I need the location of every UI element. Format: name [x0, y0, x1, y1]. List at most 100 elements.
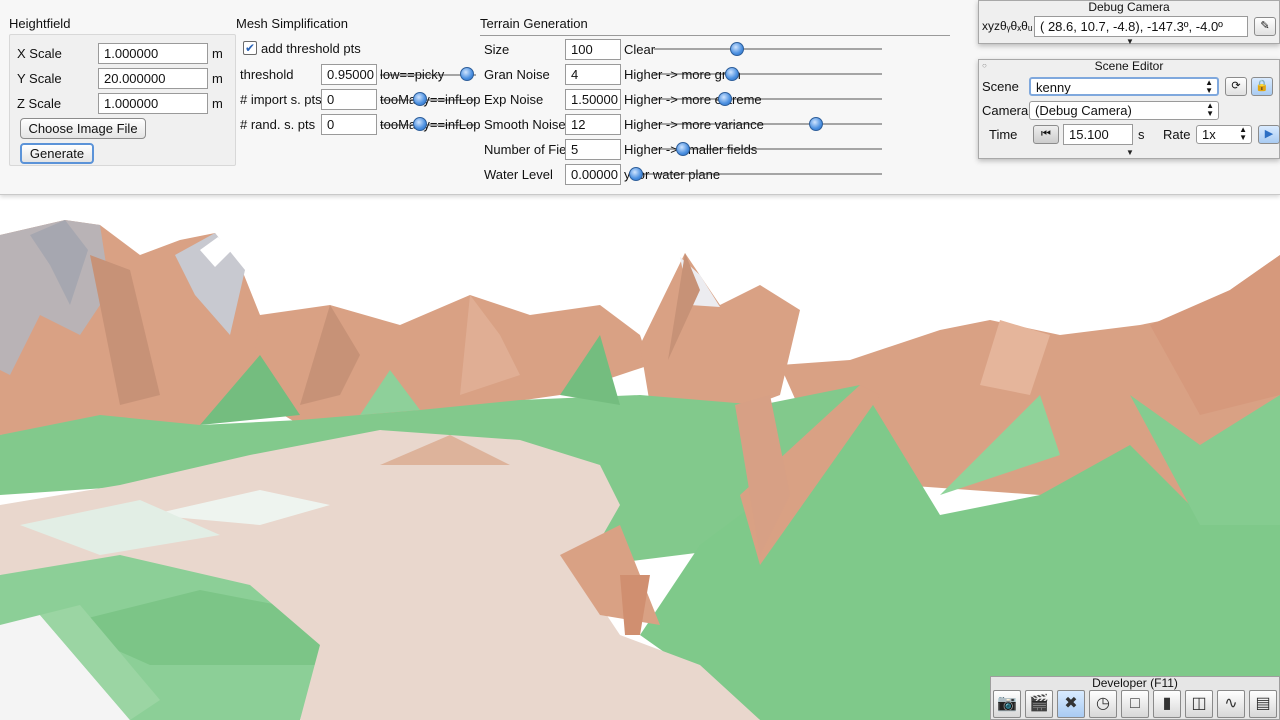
select-arrows-icon: ▲ ▼	[1239, 125, 1247, 142]
copy-icon: ✎	[1260, 20, 1270, 32]
window-grip-icon[interactable]: ○	[982, 61, 987, 70]
document-icon[interactable]: ▤	[1249, 690, 1277, 718]
size-input[interactable]: 100	[565, 39, 621, 60]
terrain-render	[0, 195, 1280, 720]
smooth-noise-hint: Higher -> more variance	[624, 117, 764, 132]
exp-noise-slider-track[interactable]	[654, 98, 882, 100]
generate-button[interactable]: Generate	[20, 143, 94, 164]
mesh-simplification-title: Mesh Simplification	[236, 16, 348, 31]
import-pts-slider-track[interactable]	[380, 99, 476, 101]
threshold-input[interactable]: 0.95000	[321, 64, 377, 85]
x-scale-unit: m	[212, 46, 223, 61]
number-of-fields-label: Number of Fields	[484, 142, 583, 157]
clapper-icon[interactable]: 🎬	[1025, 690, 1053, 718]
scene-select-value: kenny	[1036, 80, 1071, 95]
y-scale-label: Y Scale	[17, 71, 62, 86]
number-of-fields-slider-knob[interactable]	[676, 142, 690, 156]
time-input[interactable]: 15.100	[1063, 124, 1133, 145]
import-pts-label: # import s. pts	[240, 92, 322, 107]
smooth-noise-slider-knob[interactable]	[809, 117, 823, 131]
x-scale-label: X Scale	[17, 46, 62, 61]
developer-title: Developer (F11)	[1092, 676, 1178, 690]
smooth-noise-slider-track[interactable]	[654, 123, 882, 125]
z-scale-unit: m	[212, 96, 223, 111]
rate-select-value: 1x	[1202, 127, 1216, 142]
choose-image-file-button[interactable]: Choose Image File	[20, 118, 146, 139]
select-arrows-icon: ▲ ▼	[1206, 101, 1214, 118]
camera-label: Camera	[982, 103, 1029, 118]
size-label: Size	[484, 42, 510, 57]
debug-camera-expand-icon[interactable]: ▼	[1126, 37, 1134, 46]
terrain-generation-title: Terrain Generation	[480, 16, 588, 31]
camera-select-value: (Debug Camera)	[1035, 103, 1132, 118]
gran-noise-slider-knob[interactable]	[725, 67, 739, 81]
gran-noise-slider-track[interactable]	[654, 73, 882, 75]
terrain-divider	[480, 35, 950, 36]
scene-graph-icon[interactable]: ◫	[1185, 690, 1213, 718]
gran-noise-input[interactable]: 4	[565, 64, 621, 85]
3d-viewport[interactable]	[0, 195, 1280, 720]
rand-pts-slider-track[interactable]	[380, 124, 476, 126]
exp-noise-label: Exp Noise	[484, 92, 544, 107]
terminal-icon[interactable]: ▮	[1153, 690, 1181, 718]
reset-time-button[interactable]: ⏮	[1033, 125, 1059, 144]
time-unit: s	[1138, 127, 1145, 142]
new-window-icon[interactable]: □	[1121, 690, 1149, 718]
scene-editor-window: Scene Editor ○ Scene kenny ▲ ▼ ⟳ 🔒 Camera…	[978, 59, 1280, 159]
lock-scene-button[interactable]: 🔒	[1251, 77, 1273, 96]
developer-toolbar: Developer (F11) 📷 🎬 ✖ ◷ □ ▮ ◫ ∿ ▤	[990, 676, 1280, 720]
y-scale-unit: m	[212, 71, 223, 86]
x-scale-input[interactable]: 1.000000	[98, 43, 208, 64]
rate-select[interactable]: 1x ▲ ▼	[1196, 125, 1252, 144]
import-pts-hint: tooMany==infLop	[380, 92, 481, 107]
z-scale-input[interactable]: 1.000000	[98, 93, 208, 114]
size-slider-track[interactable]	[654, 48, 882, 50]
play-button[interactable]: ▶	[1258, 125, 1280, 144]
smooth-noise-label: Smooth Noise	[484, 117, 566, 132]
water-level-slider-knob[interactable]	[629, 167, 643, 181]
clock-icon[interactable]: ◷	[1089, 690, 1117, 718]
rand-pts-label: # rand. s. pts	[240, 117, 316, 132]
number-of-fields-input[interactable]: 5	[565, 139, 621, 160]
z-scale-label: Z Scale	[17, 96, 62, 111]
import-pts-input[interactable]: 0	[321, 89, 377, 110]
threshold-hint: low==picky	[380, 67, 445, 82]
profiler-icon[interactable]: ∿	[1217, 690, 1245, 718]
rand-pts-input[interactable]: 0	[321, 114, 377, 135]
threshold-label: threshold	[240, 67, 294, 82]
water-level-input[interactable]: 0.00000	[565, 164, 621, 185]
copy-camera-button[interactable]: ✎	[1254, 17, 1276, 36]
exp-noise-slider-knob[interactable]	[718, 92, 732, 106]
reload-scene-button[interactable]: ⟳	[1225, 77, 1247, 96]
size-slider-knob[interactable]	[730, 42, 744, 56]
number-of-fields-slider-track[interactable]	[654, 148, 882, 150]
threshold-slider-track[interactable]	[380, 74, 476, 76]
gran-noise-hint: Higher -> more gran	[624, 67, 741, 82]
camera-select[interactable]: (Debug Camera) ▲ ▼	[1029, 101, 1219, 120]
scene-label: Scene	[982, 79, 1019, 94]
rand-pts-hint: tooMany==infLop	[380, 117, 481, 132]
debug-camera-title: Debug Camera	[1088, 0, 1170, 14]
rand-pts-slider-knob[interactable]	[413, 117, 427, 131]
camera-position-input[interactable]: ( 28.6, 10.7, -4.8), -147.3º, -4.0º	[1034, 16, 1248, 37]
tools-icon[interactable]: ✖	[1057, 690, 1085, 718]
smooth-noise-input[interactable]: 12	[565, 114, 621, 135]
heightfield-title: Heightfield	[9, 16, 71, 31]
add-threshold-checkbox[interactable]: ✔	[243, 41, 257, 55]
play-icon: ▶	[1264, 128, 1274, 140]
threshold-slider-knob[interactable]	[460, 67, 474, 81]
y-scale-input[interactable]: 20.000000	[98, 68, 208, 89]
import-pts-slider-knob[interactable]	[413, 92, 427, 106]
number-of-fields-hint: Higher -> smaller fields	[624, 142, 758, 157]
xyz-label: xyzθᵧθₓθᵤ	[982, 19, 1033, 33]
scene-editor-expand-icon[interactable]: ▼	[1126, 148, 1134, 157]
scene-select[interactable]: kenny ▲ ▼	[1029, 77, 1219, 96]
water-level-slider-track[interactable]	[630, 173, 882, 175]
rate-label: Rate	[1163, 127, 1191, 142]
size-hint: Clear	[624, 42, 656, 57]
camera-icon[interactable]: 📷	[993, 690, 1021, 718]
gran-noise-label: Gran Noise	[484, 67, 550, 82]
water-level-hint: y for water plane	[624, 167, 721, 182]
exp-noise-input[interactable]: 1.50000	[565, 89, 621, 110]
scene-editor-title: Scene Editor	[1094, 59, 1164, 73]
